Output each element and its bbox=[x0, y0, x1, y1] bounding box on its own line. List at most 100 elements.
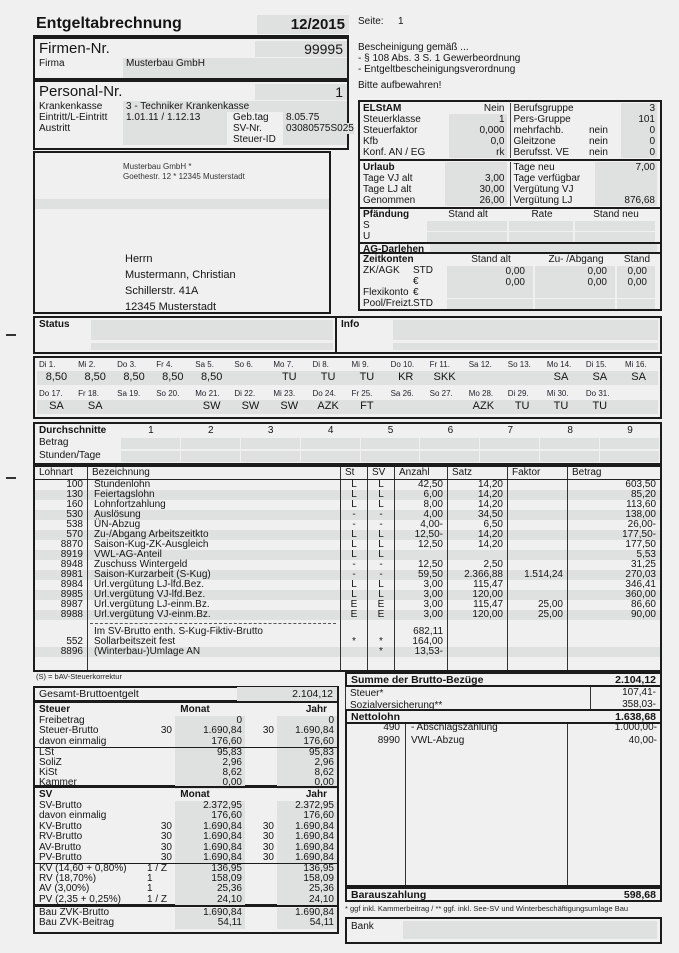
wage-sv-flag: - bbox=[367, 510, 394, 520]
money-label: RV (18,70%) bbox=[39, 872, 97, 884]
deduction-value: 40,00- bbox=[628, 735, 657, 746]
wage-sv-flag: L bbox=[367, 540, 394, 550]
field-value: 7,00 bbox=[595, 162, 657, 173]
money-month-key: 1 bbox=[147, 883, 153, 895]
wage-nr: 8988 bbox=[60, 609, 83, 620]
average-cell bbox=[121, 451, 180, 462]
separator-cell bbox=[507, 620, 567, 627]
wage-nr: 8984 bbox=[60, 579, 83, 590]
wage-rate: 14,20 bbox=[447, 540, 507, 550]
bank-field bbox=[403, 921, 657, 939]
garnishment-row: S bbox=[363, 220, 657, 231]
field-flag: nein bbox=[589, 136, 608, 147]
money-label: RV-Brutto bbox=[39, 831, 83, 843]
calendar-day-label: Sa 26. bbox=[390, 389, 414, 398]
elstam-row: Berufsgruppe 3 bbox=[514, 103, 657, 114]
recipient-line: Herrn bbox=[125, 253, 153, 265]
filler-cell bbox=[394, 657, 447, 670]
money-month-value: 8,62 bbox=[175, 767, 245, 779]
money-month-key: 1 / Z bbox=[147, 863, 168, 875]
wage-description: Auslösung bbox=[87, 510, 340, 520]
wage-amount: 85,20 bbox=[567, 490, 660, 500]
field-label: Tage verfügbar bbox=[513, 173, 581, 184]
wage-row: 130 Feiertagslohn L L 6,00 14,20 85,20 bbox=[35, 490, 660, 500]
money-row: Steuer-Brutto 30 1.690,84 30 1.690,84 bbox=[35, 726, 337, 737]
averages-box: Durchschnitte 1 2 3 4 5 6 7 8 9 Betrag Stunden/Ta… bbox=[33, 422, 662, 465]
money-month-value: 176,60 bbox=[175, 736, 245, 748]
cash-payout-row: Barauszahlung 598,68 bbox=[345, 887, 662, 902]
averages-rows: Betrag Stunden/Tage bbox=[35, 437, 660, 463]
calendar-day-value: SW bbox=[280, 400, 299, 412]
month-column-label: Monat bbox=[180, 789, 210, 800]
field-label: Steuer-ID bbox=[233, 134, 276, 145]
wage-amount: 26,00- bbox=[567, 520, 660, 530]
money-month-value: 1.690,84 bbox=[175, 907, 245, 919]
money-row: PV (2,35 + 0,25%) 1 / Z 24,10 24,10 bbox=[35, 894, 337, 905]
wage-sv-flag: E bbox=[367, 610, 394, 620]
money-label: Freibetrag bbox=[39, 715, 85, 726]
field-value bbox=[447, 299, 533, 309]
calendar-day-value: SW bbox=[241, 400, 260, 412]
wage-st-flag: - bbox=[340, 570, 367, 580]
field-label: Tage neu bbox=[513, 162, 555, 173]
average-column-number: 8 bbox=[567, 425, 573, 436]
recipient-line: Schillerstr. 41A bbox=[125, 285, 199, 297]
average-cells bbox=[121, 450, 660, 463]
average-column-number: 7 bbox=[507, 425, 514, 436]
money-month-value: 1.690,84 bbox=[175, 726, 245, 737]
field-value bbox=[575, 232, 655, 242]
money-year-value: 8,62 bbox=[277, 767, 337, 779]
wage-description: Zuschuss Wintergeld bbox=[87, 560, 340, 570]
field-value bbox=[535, 288, 615, 298]
column-header: Stand neu bbox=[593, 209, 639, 220]
money-month-key: 30 bbox=[160, 820, 172, 832]
personnel-number-row: Personal-Nr. 1 bbox=[35, 82, 347, 101]
sv-rows: SV-Brutto 2.372,95 2.372,95 davon einmalig 1… bbox=[35, 800, 337, 905]
wage-amount: 90,00 bbox=[567, 610, 660, 620]
money-year-value: 136,95 bbox=[277, 864, 337, 875]
employee-detail-rows: Krankenkasse 3 - Techniker Krankenkasse Ei… bbox=[35, 101, 354, 145]
money-row: RV-Brutto 30 1.690,84 30 1.690,84 bbox=[35, 831, 337, 843]
tax-rows: Freibetrag 0 0 Steuer-Brutto 30 1.690,84 30 1.6… bbox=[35, 715, 337, 789]
field-value: 30,00 bbox=[444, 184, 507, 195]
wage-st-flag: L bbox=[340, 500, 367, 510]
calendar-day-label: Mo 7. bbox=[273, 360, 294, 369]
wage-nr: 552 bbox=[66, 636, 83, 647]
calendar-day-label: Mo 14. bbox=[546, 360, 572, 369]
money-year-value: 25,36 bbox=[277, 883, 337, 895]
wage-description: Saison-Kurzarbeit (S-Kug) bbox=[87, 570, 340, 580]
cash-payout-value: 598,68 bbox=[623, 888, 656, 901]
company-name-row: Firma Musterbau GmbH bbox=[35, 58, 347, 69]
field-value: 3,00 bbox=[444, 173, 507, 184]
calendar-day-values: 8,50 8,50 8,50 8,50 8,50 TU TU TU KR SKK SA SA SA bbox=[37, 371, 658, 385]
deduction-label: VWL-Abzug bbox=[411, 735, 465, 746]
page-number: 1 bbox=[398, 16, 404, 27]
wage-st-flag: * bbox=[340, 637, 367, 647]
wage-st-flag: - bbox=[340, 520, 367, 530]
wage-factor bbox=[507, 540, 567, 550]
field-flag bbox=[587, 114, 621, 125]
field-label: mehrfachb. bbox=[513, 125, 564, 136]
calendar-day-label: Do 10. bbox=[390, 360, 415, 369]
wage-sv-flag: L bbox=[367, 480, 394, 490]
money-month-key bbox=[145, 908, 175, 918]
deductions-box: 490 - Abschlagszahlung 1.000,00- 8990 VWL-Ab… bbox=[345, 722, 662, 887]
column-header: St bbox=[340, 467, 367, 479]
elstam-box: ELStAM Nein Steuerklasse 1 Steuerfaktor 0,000… bbox=[358, 100, 662, 161]
money-year-value: 2,96 bbox=[277, 757, 337, 768]
wage-factor: 25,00 bbox=[507, 610, 567, 620]
wage-row: 8988 Url.vergütung VJ-einm.Bz. E E 3,00 120,0… bbox=[35, 610, 660, 620]
field-label: Kfb bbox=[363, 136, 379, 147]
calendar-day-value: KR bbox=[398, 371, 414, 383]
wage-factor bbox=[507, 480, 567, 490]
company-name-value: Musterbau GmbH bbox=[123, 58, 347, 69]
unit-label: STD bbox=[413, 265, 433, 276]
wage-row: 552 Sollarbeitszeit fest * * 164,00 bbox=[35, 637, 660, 647]
calendar-day-value: AZK bbox=[472, 400, 495, 412]
money-year-value: 1.690,84 bbox=[277, 852, 337, 864]
calendar-day-label: Do 3. bbox=[117, 360, 137, 369]
wage-st-flag: - bbox=[340, 560, 367, 570]
net-wage-label: Nettolohn bbox=[351, 710, 400, 723]
wage-sv-flag: L bbox=[367, 550, 394, 560]
